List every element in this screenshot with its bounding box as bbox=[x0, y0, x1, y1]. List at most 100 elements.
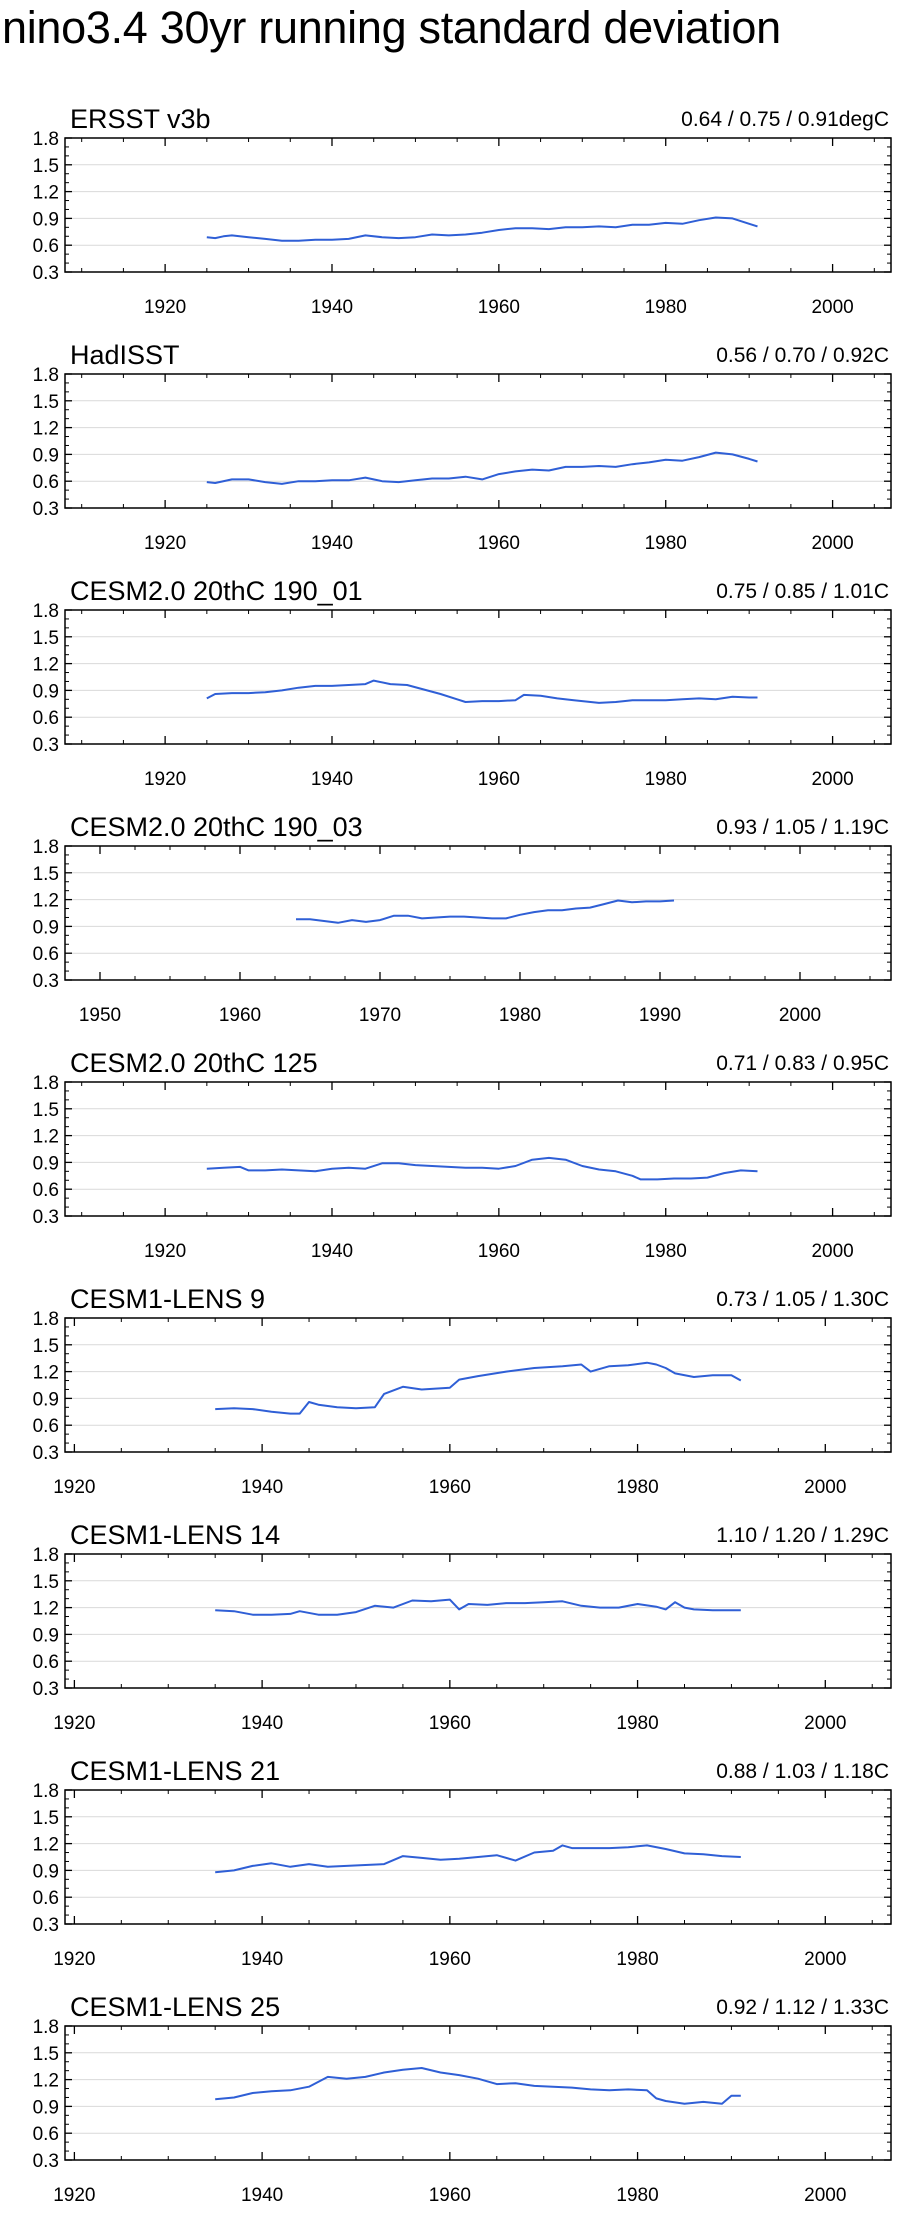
chart-panel-5: CESM2.0 20thC 125 0.71 / 0.83 / 0.95C 0.3 0… bbox=[33, 1048, 892, 1262]
x-tick-label: 1920 bbox=[53, 1949, 95, 1970]
x-tick-label: 1920 bbox=[144, 769, 186, 790]
panel-stats: 0.71 / 0.83 / 0.95C bbox=[716, 1052, 889, 1075]
x-tick-label: 1980 bbox=[645, 533, 687, 554]
y-tick-label: 1.8 bbox=[33, 1781, 59, 1802]
x-tick-label: 1960 bbox=[219, 1005, 261, 1026]
y-tick-label: 1.2 bbox=[33, 891, 59, 912]
x-tick-label: 1960 bbox=[478, 769, 520, 790]
x-tick-label: 1920 bbox=[53, 1477, 95, 1498]
panel-stats: 0.64 / 0.75 / 0.91degC bbox=[681, 108, 889, 131]
x-tick-label: 1980 bbox=[645, 769, 687, 790]
chart-panel-4: CESM2.0 20thC 190_03 0.93 / 1.05 / 1.19C 0… bbox=[33, 812, 892, 1026]
panel-title: HadISST bbox=[70, 340, 180, 370]
panel-title: CESM2.0 20thC 125 bbox=[70, 1048, 318, 1078]
y-tick-label: 1.5 bbox=[33, 1572, 59, 1593]
y-tick-label: 0.9 bbox=[33, 681, 59, 702]
y-tick-label: 1.8 bbox=[33, 601, 59, 622]
plot-frame bbox=[64, 2025, 892, 2161]
x-tick-label: 1990 bbox=[639, 1005, 681, 1026]
x-tick-label: 1920 bbox=[144, 533, 186, 554]
x-tick-label: 1960 bbox=[478, 297, 520, 318]
y-tick-label: 1.2 bbox=[33, 1127, 59, 1148]
y-tick-label: 0.3 bbox=[33, 263, 59, 284]
panel-title: CESM1-LENS 25 bbox=[70, 1992, 280, 2022]
y-tick-label: 0.3 bbox=[33, 1679, 59, 1700]
y-tick-label: 0.3 bbox=[33, 2151, 59, 2172]
chart-panel-2: HadISST 0.56 / 0.70 / 0.92C 0.3 0.6 0.9 1.2 1.… bbox=[33, 340, 892, 554]
y-tick-label: 0.6 bbox=[33, 236, 59, 257]
y-tick-label: 1.8 bbox=[33, 365, 59, 386]
x-tick-label: 1980 bbox=[616, 1949, 658, 1970]
y-tick-label: 1.5 bbox=[33, 1336, 59, 1357]
plot-frame bbox=[64, 1081, 892, 1217]
x-tick-label: 2000 bbox=[811, 1241, 853, 1262]
y-tick-label: 0.9 bbox=[33, 209, 59, 230]
y-tick-label: 0.6 bbox=[33, 1416, 59, 1437]
y-tick-label: 1.2 bbox=[33, 1599, 59, 1620]
x-tick-label: 1970 bbox=[359, 1005, 401, 1026]
x-tick-label: 1920 bbox=[144, 1241, 186, 1262]
series-line bbox=[215, 1361, 742, 1415]
panel-stats: 0.92 / 1.12 / 1.33C bbox=[716, 1996, 889, 2019]
x-tick-label: 1940 bbox=[241, 1477, 283, 1498]
x-tick-label: 2000 bbox=[804, 1949, 846, 1970]
panel-stats: 0.88 / 1.03 / 1.18C bbox=[716, 1760, 889, 1783]
y-tick-label: 1.8 bbox=[33, 2017, 59, 2038]
y-tick-label: 0.3 bbox=[33, 499, 59, 520]
y-tick-label: 0.9 bbox=[33, 1153, 59, 1174]
y-tick-label: 0.3 bbox=[33, 735, 59, 756]
y-tick-label: 1.2 bbox=[33, 655, 59, 676]
panel-title: ERSST v3b bbox=[70, 104, 211, 134]
x-tick-label: 2000 bbox=[811, 533, 853, 554]
y-tick-label: 1.8 bbox=[33, 129, 59, 150]
x-tick-label: 1940 bbox=[311, 297, 353, 318]
y-tick-label: 1.5 bbox=[33, 1808, 59, 1829]
x-tick-label: 1940 bbox=[241, 1949, 283, 1970]
x-tick-label: 1980 bbox=[499, 1005, 541, 1026]
y-tick-label: 1.2 bbox=[33, 2071, 59, 2092]
x-tick-label: 1980 bbox=[616, 2185, 658, 2206]
panel-stats: 0.93 / 1.05 / 1.19C bbox=[716, 816, 889, 839]
series-line bbox=[206, 679, 758, 704]
y-tick-label: 1.5 bbox=[33, 2044, 59, 2065]
plot-frame bbox=[64, 137, 892, 273]
x-tick-label: 1950 bbox=[79, 1005, 121, 1026]
x-tick-label: 1960 bbox=[429, 1713, 471, 1734]
x-tick-label: 1980 bbox=[616, 1477, 658, 1498]
panel-stats: 0.75 / 0.85 / 1.01C bbox=[716, 580, 889, 603]
x-tick-label: 2000 bbox=[804, 1713, 846, 1734]
panel-title: CESM2.0 20thC 190_03 bbox=[70, 812, 363, 842]
x-tick-label: 1960 bbox=[478, 1241, 520, 1262]
series-line bbox=[206, 216, 758, 242]
x-tick-label: 1960 bbox=[478, 533, 520, 554]
y-tick-label: 0.9 bbox=[33, 1625, 59, 1646]
panel-title: CESM1-LENS 9 bbox=[70, 1284, 265, 1314]
y-tick-label: 0.6 bbox=[33, 944, 59, 965]
plot-frame bbox=[64, 1317, 892, 1453]
y-tick-label: 0.6 bbox=[33, 1888, 59, 1909]
y-tick-label: 0.3 bbox=[33, 971, 59, 992]
x-tick-label: 1940 bbox=[311, 1241, 353, 1262]
y-tick-label: 1.5 bbox=[33, 864, 59, 885]
x-tick-label: 1920 bbox=[53, 2185, 95, 2206]
series-line bbox=[296, 899, 675, 924]
y-tick-label: 1.5 bbox=[33, 628, 59, 649]
x-tick-label: 2000 bbox=[779, 1005, 821, 1026]
y-tick-label: 1.2 bbox=[33, 183, 59, 204]
y-tick-label: 1.8 bbox=[33, 1545, 59, 1566]
y-tick-label: 0.9 bbox=[33, 1861, 59, 1882]
panel-stats: 0.73 / 1.05 / 1.30C bbox=[716, 1288, 889, 1311]
y-tick-label: 1.2 bbox=[33, 1363, 59, 1384]
plot-frame bbox=[64, 845, 892, 981]
y-tick-label: 0.6 bbox=[33, 1652, 59, 1673]
x-tick-label: 2000 bbox=[804, 2185, 846, 2206]
panel-stats: 0.56 / 0.70 / 0.92C bbox=[716, 344, 889, 367]
y-tick-label: 1.2 bbox=[33, 1835, 59, 1856]
plot-frame bbox=[64, 1789, 892, 1925]
y-tick-label: 0.6 bbox=[33, 708, 59, 729]
chart-panel-9: CESM1-LENS 25 0.92 / 1.12 / 1.33C 0.3 0.6 0.… bbox=[33, 1992, 892, 2206]
series-line bbox=[215, 2067, 741, 2105]
y-tick-label: 1.8 bbox=[33, 837, 59, 858]
x-tick-label: 1940 bbox=[311, 769, 353, 790]
